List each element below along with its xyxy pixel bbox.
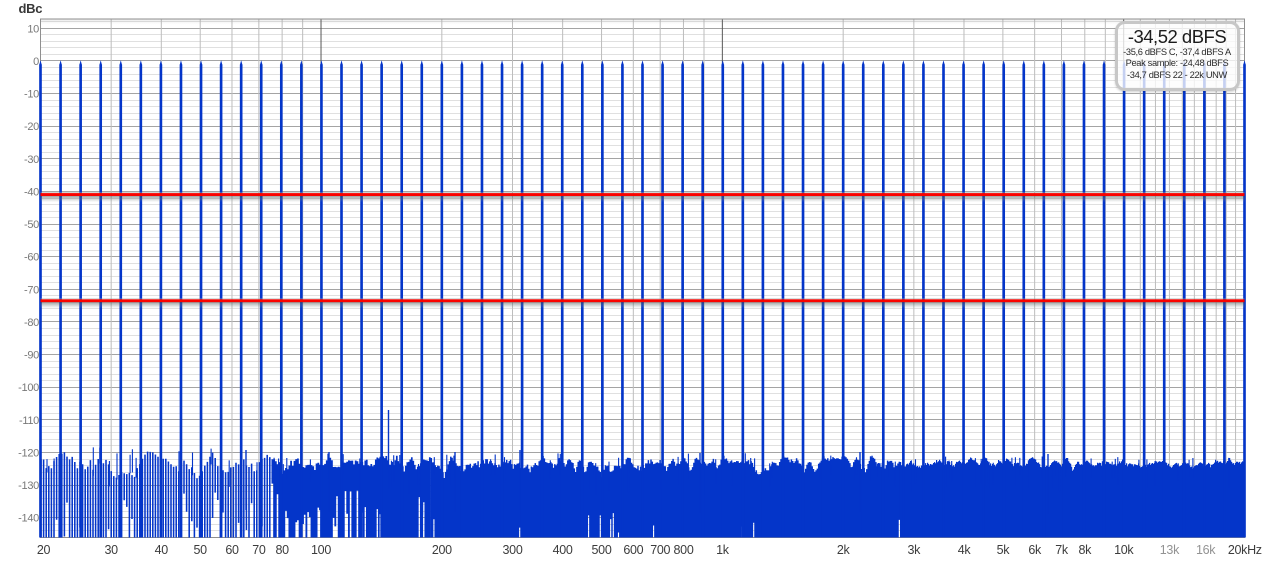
svg-text:5k: 5k xyxy=(997,543,1011,557)
svg-text:500: 500 xyxy=(592,543,612,557)
svg-text:20: 20 xyxy=(37,543,51,557)
svg-text:-110: -110 xyxy=(19,415,39,427)
svg-text:700: 700 xyxy=(650,543,670,557)
svg-text:50: 50 xyxy=(194,543,208,557)
svg-text:30: 30 xyxy=(105,543,119,557)
svg-text:16k: 16k xyxy=(1196,543,1216,557)
svg-text:13k: 13k xyxy=(1160,543,1180,557)
svg-text:-70: -70 xyxy=(24,284,39,296)
svg-text:dBc: dBc xyxy=(19,1,43,16)
svg-text:6k: 6k xyxy=(1028,543,1042,557)
svg-text:10: 10 xyxy=(27,23,39,35)
svg-text:40: 40 xyxy=(155,543,169,557)
svg-text:-140: -140 xyxy=(18,513,39,525)
svg-text:-40: -40 xyxy=(24,187,39,199)
svg-text:10k: 10k xyxy=(1114,543,1134,557)
svg-text:60: 60 xyxy=(225,543,239,557)
svg-text:80: 80 xyxy=(275,543,289,557)
svg-text:8k: 8k xyxy=(1078,543,1092,557)
svg-text:7k: 7k xyxy=(1055,543,1069,557)
svg-text:1k: 1k xyxy=(716,543,730,557)
svg-text:0: 0 xyxy=(33,56,39,68)
svg-text:300: 300 xyxy=(503,543,523,557)
svg-text:-80: -80 xyxy=(24,317,39,329)
svg-text:4k: 4k xyxy=(958,543,972,557)
svg-text:-20: -20 xyxy=(24,121,39,133)
svg-text:200: 200 xyxy=(432,543,452,557)
svg-text:400: 400 xyxy=(553,543,573,557)
svg-text:-130: -130 xyxy=(18,480,39,492)
svg-text:3k: 3k xyxy=(907,543,921,557)
svg-text:600: 600 xyxy=(623,543,643,557)
svg-text:-60: -60 xyxy=(24,252,39,264)
svg-text:-10: -10 xyxy=(24,89,39,101)
svg-text:-50: -50 xyxy=(24,219,39,231)
svg-text:-30: -30 xyxy=(24,154,39,166)
svg-text:100: 100 xyxy=(311,543,331,557)
svg-text:-120: -120 xyxy=(18,448,39,460)
svg-text:800: 800 xyxy=(674,543,694,557)
svg-text:20kHz: 20kHz xyxy=(1228,543,1262,557)
svg-text:-90: -90 xyxy=(24,350,39,362)
svg-text:2k: 2k xyxy=(837,543,851,557)
svg-text:70: 70 xyxy=(252,543,266,557)
svg-text:-100: -100 xyxy=(18,382,39,394)
